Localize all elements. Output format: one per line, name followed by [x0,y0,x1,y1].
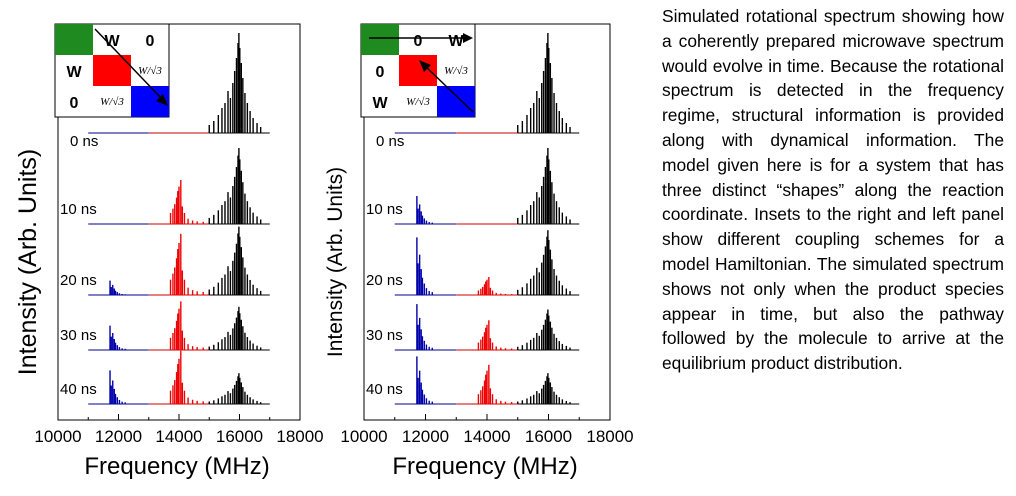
trace-0ns: 0 ns [376,33,580,150]
inset-diagonal-cell-1 [361,24,399,55]
x-tick-label: 16000 [525,427,572,446]
x-axis-label: Frequency (MHz) [392,453,577,480]
inset-entry-3-2: W/√3 [406,96,430,108]
figure-panels: 10000 12000 14000 16000 18000 Frequency (MHz)… [14,23,634,480]
x-tick-label: 16000 [216,427,263,446]
x-tick-label: 12000 [95,427,142,446]
inset-diagonal-cell-3 [437,86,475,117]
trace-label: 10 ns [60,201,97,218]
trace-40ns: 40 ns [60,350,270,405]
trace-20ns: 20 ns [60,226,270,296]
trace-20ns: 20 ns [366,230,580,296]
trace-40ns: 40 ns [366,356,580,405]
inset-entry-2-3: W/√3 [444,65,468,77]
x-tick-label: 18000 [586,427,633,446]
inset-diagonal-cell-2 [399,55,437,86]
inset-entry-3-1: 0 [70,95,79,112]
x-tick-label: 10000 [340,427,387,446]
inset-diagonal-cell-1 [55,24,93,55]
trace-30ns: 30 ns [60,301,270,351]
trace-label: 10 ns [366,201,403,218]
inset-entry-3-1: W [372,95,388,112]
inset-arrowhead [156,94,168,106]
trace-10ns: 10 ns [366,148,580,225]
trace-10ns: 10 ns [60,148,270,225]
coupling-matrix-inset: 0 W 0 W W/√3 W/√3 [360,23,476,118]
trace-label: 20 ns [366,272,403,289]
inset-entry-2-1: W [66,64,82,81]
x-tick-label: 18000 [276,427,323,446]
x-tick-label: 14000 [155,427,202,446]
coupling-matrix-inset: W 0 W 0 W/√3 W/√3 [54,23,170,118]
trace-label: 40 ns [366,381,403,398]
x-axis-label: Frequency (MHz) [84,453,269,480]
spectrum-panel-left: 10000 12000 14000 16000 18000 Frequency (MHz)… [14,23,324,480]
trace-label: 0 ns [70,133,98,150]
trace-label: 0 ns [376,133,404,150]
y-axis-label: Intensity (Arb. Units) [14,149,42,375]
trace-30ns: 30 ns [366,304,580,351]
inset-entry-2-3: W/√3 [138,65,162,77]
inset-entry-3-2: W/√3 [100,96,124,108]
inset-entry-1-3: 0 [146,33,155,50]
x-tick-label: 14000 [463,427,510,446]
x-tick-label: 12000 [402,427,449,446]
trace-0ns: 0 ns [70,33,270,150]
figure-caption: Simulated rotational spectrum showing ho… [662,6,1004,374]
inset-entry-1-2: 0 [414,33,423,50]
inset-arrow [94,28,164,101]
y-axis-label: Intensity (Arb. Units) [324,167,347,357]
trace-label: 30 ns [60,327,97,344]
trace-label: 40 ns [60,381,97,398]
inset-arrow-diag [422,63,474,113]
inset-arrowhead-top [463,33,473,43]
trace-label: 20 ns [60,272,97,289]
trace-label: 30 ns [366,327,403,344]
spectrum-panel-right: 10000 12000 14000 16000 18000 Frequency (MHz)… [324,23,634,480]
inset-entry-1-3: W [448,33,464,50]
inset-entry-2-1: 0 [376,64,385,81]
inset-entry-1-2: W [104,33,120,50]
x-tick-label: 10000 [34,427,81,446]
inset-arrowhead-diag [419,60,431,72]
